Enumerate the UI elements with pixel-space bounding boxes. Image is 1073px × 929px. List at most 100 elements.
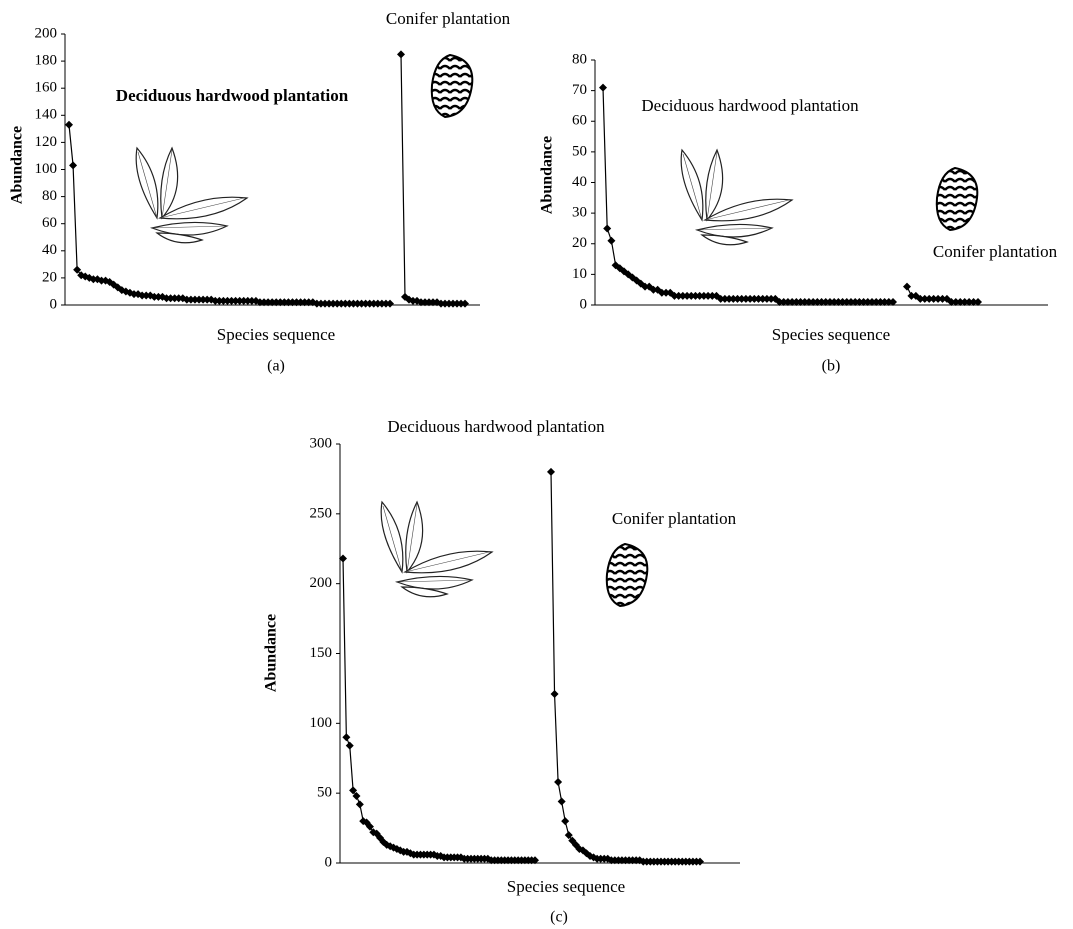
data-point	[373, 299, 382, 308]
y-tick-label: 100	[35, 161, 58, 177]
data-point	[960, 297, 969, 306]
data-point	[754, 294, 763, 303]
data-point	[550, 690, 559, 699]
data-point	[195, 295, 204, 304]
data-point	[397, 50, 405, 59]
y-tick-label: 300	[310, 435, 333, 451]
y-tick-label: 50	[317, 785, 332, 801]
data-point	[154, 292, 163, 301]
data-point	[260, 298, 269, 307]
data-point	[386, 299, 394, 308]
data-point	[357, 299, 366, 308]
data-point	[762, 294, 771, 303]
data-point	[863, 297, 872, 306]
cone-illustration	[935, 167, 979, 231]
y-tick-label: 80	[572, 51, 587, 67]
data-point	[292, 298, 301, 307]
data-point	[186, 295, 195, 304]
data-point	[296, 298, 305, 307]
data-point	[729, 294, 738, 303]
data-point	[333, 299, 342, 308]
x-axis-label: Species sequence	[772, 325, 890, 344]
data-point	[239, 296, 248, 305]
y-tick-label: 60	[42, 215, 57, 231]
data-point	[929, 294, 938, 303]
data-point	[813, 297, 822, 306]
cone-illustration	[430, 54, 474, 118]
data-point	[349, 299, 358, 308]
data-point	[251, 296, 260, 305]
data-point	[687, 291, 696, 300]
data-point	[830, 297, 839, 306]
data-point	[138, 291, 147, 300]
data-point	[554, 777, 563, 786]
data-point	[884, 297, 893, 306]
leaf-illustration	[680, 149, 793, 246]
data-point	[670, 291, 679, 300]
data-point	[691, 291, 700, 300]
data-point	[969, 297, 978, 306]
data-point	[211, 296, 220, 305]
data-point	[264, 298, 273, 307]
y-tick-label: 70	[572, 82, 587, 98]
data-point	[223, 296, 232, 305]
series-annotation: Conifer plantation	[933, 242, 1058, 261]
data-point	[174, 294, 183, 303]
data-point	[320, 299, 329, 308]
y-tick-label: 80	[42, 188, 57, 204]
y-tick-label: 40	[42, 242, 57, 258]
series-line	[602, 87, 893, 303]
data-point	[341, 299, 350, 308]
data-point	[750, 294, 759, 303]
data-point	[231, 296, 240, 305]
data-point	[89, 275, 98, 284]
data-point	[235, 296, 244, 305]
data-point	[150, 292, 159, 301]
data-point	[974, 297, 982, 306]
data-point	[641, 282, 650, 291]
data-point	[325, 299, 334, 308]
data-point	[674, 291, 683, 300]
data-point	[825, 297, 834, 306]
data-point	[547, 467, 555, 476]
data-point	[934, 294, 943, 303]
data-point	[880, 297, 889, 306]
data-point	[247, 296, 256, 305]
data-point	[696, 857, 704, 866]
data-point	[683, 291, 692, 300]
data-point	[353, 299, 362, 308]
data-point	[284, 298, 293, 307]
data-point	[733, 294, 742, 303]
data-point	[276, 298, 285, 307]
x-axis-label: Species sequence	[507, 877, 625, 896]
y-tick-label: 50	[572, 143, 587, 159]
data-point	[699, 291, 708, 300]
y-tick-label: 0	[50, 296, 58, 312]
data-point	[190, 295, 199, 304]
data-point	[903, 282, 911, 291]
y-tick-label: 250	[310, 505, 333, 521]
series-annotation: Deciduous hardwood plantation	[387, 417, 605, 436]
x-axis-label: Species sequence	[217, 325, 335, 344]
data-point	[907, 291, 916, 300]
data-point	[855, 297, 864, 306]
series-annotation: Deciduous hardwood plantation	[116, 86, 349, 105]
data-point	[800, 297, 809, 306]
data-point	[349, 786, 358, 795]
data-point	[381, 299, 390, 308]
y-tick-label: 150	[310, 645, 333, 661]
data-point	[243, 296, 252, 305]
data-point	[716, 294, 725, 303]
data-point	[182, 295, 191, 304]
y-tick-label: 180	[35, 53, 58, 69]
y-tick-label: 140	[35, 107, 58, 123]
data-point	[345, 741, 354, 750]
data-point	[834, 297, 843, 306]
data-point	[219, 296, 228, 305]
data-point	[695, 291, 704, 300]
data-point	[876, 297, 885, 306]
data-point	[215, 296, 224, 305]
data-point	[872, 297, 881, 306]
